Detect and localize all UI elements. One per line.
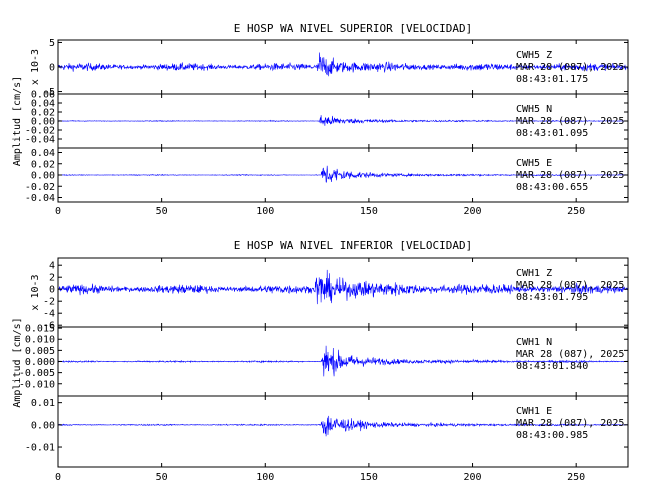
y-tick-label: -2	[43, 297, 55, 308]
x-tick-label: 200	[464, 206, 482, 217]
x-tick-label: 100	[256, 206, 274, 217]
y-tick-label: 0	[49, 63, 55, 74]
y-tick-label: 0.02	[31, 159, 55, 170]
waveform-trace	[57, 345, 629, 377]
y-tick-label: 0.00	[31, 420, 55, 431]
y-tick-label: -0.01	[25, 443, 55, 454]
waveform-trace	[57, 269, 629, 305]
y-tick-label: 0.010	[25, 335, 55, 346]
x-tick-label: 150	[360, 206, 378, 217]
channel-label: CWH1 Z	[516, 268, 552, 279]
y-tick-label: 0.04	[31, 99, 55, 110]
y-tick-label: -0.04	[25, 135, 55, 146]
x-tick-label: 100	[256, 472, 274, 483]
y-tick-label: 0.00	[31, 117, 55, 128]
y-tick-label: -0.02	[25, 126, 55, 137]
time-label: 08:43:01.840	[516, 361, 588, 372]
date-label: MAR 28 (087), 2025	[516, 280, 624, 291]
y-tick-label: -4	[43, 309, 55, 320]
y-tick-label: 0	[49, 285, 55, 296]
channel-label: CWH5 Z	[516, 50, 552, 61]
y-tick-label: 0.005	[25, 346, 55, 357]
channel-label: CWH1 N	[516, 337, 552, 348]
x-tick-label: 250	[567, 472, 585, 483]
channel-label: CWH5 E	[516, 158, 552, 169]
y-tick-label: 5	[49, 38, 55, 49]
x-tick-label: 250	[567, 206, 585, 217]
x-tick-label: 0	[55, 472, 61, 483]
y-tick-label: -0.005	[19, 368, 55, 379]
y-tick-label: 4	[49, 261, 55, 272]
chart-title: E HOSP WA NIVEL SUPERIOR [VELOCIDAD]	[234, 22, 472, 35]
y-axis-label: Amplitud [cm/s]	[12, 76, 23, 166]
x-tick-label: 200	[464, 472, 482, 483]
x-tick-label: 0	[55, 206, 61, 217]
y-tick-label: 0.015	[25, 324, 55, 335]
x-tick-label: 50	[156, 472, 168, 483]
x-tick-label: 150	[360, 472, 378, 483]
scale-note: x 10-3	[30, 274, 41, 310]
waveform-trace	[58, 415, 629, 437]
y-tick-label: -6	[43, 321, 55, 332]
waveform-trace	[57, 115, 629, 126]
y-tick-label: 0.04	[31, 148, 55, 159]
y-tick-label: 0.00	[31, 171, 55, 182]
date-label: MAR 28 (087), 2025	[516, 62, 624, 73]
channel-label: CWH1 E	[516, 406, 552, 417]
time-label: 08:43:01.795	[516, 292, 588, 303]
date-label: MAR 28 (087), 2025	[516, 349, 624, 360]
panel-frame	[57, 395, 629, 468]
y-tick-label: 0.02	[31, 108, 55, 119]
time-label: 08:43:00.655	[516, 182, 588, 193]
date-label: MAR 28 (087), 2025	[516, 170, 624, 181]
chart-lower: E HOSP WA NIVEL INFERIOR [VELOCIDAD] Ampl…	[12, 239, 629, 483]
x-tick-label: 50	[156, 206, 168, 217]
y-tick-label: 0.01	[31, 398, 55, 409]
time-label: 08:43:01.095	[516, 128, 588, 139]
y-tick-label: -0.04	[25, 193, 55, 204]
y-tick-label: 0.06	[31, 90, 55, 101]
channel-label: CWH5 N	[516, 104, 552, 115]
chart-upper: E HOSP WA NIVEL SUPERIOR [VELOCIDAD] Ampl…	[12, 22, 629, 217]
date-label: MAR 28 (087), 2025	[516, 418, 624, 429]
y-tick-label: -0.010	[19, 379, 55, 390]
chart-title: E HOSP WA NIVEL INFERIOR [VELOCIDAD]	[234, 239, 472, 252]
y-tick-label: 2	[49, 273, 55, 284]
time-label: 08:43:00.985	[516, 430, 588, 441]
y-tick-label: 0.000	[25, 357, 55, 368]
y-axis-label: Amplitud [cm/s]	[12, 317, 23, 407]
y-tick-label: -5	[43, 87, 55, 98]
date-label: MAR 28 (087), 2025	[516, 116, 624, 127]
waveform-trace	[58, 165, 629, 183]
scale-note: x 10-3	[30, 49, 41, 85]
time-label: 08:43:01.175	[516, 74, 588, 85]
y-tick-label: -0.02	[25, 182, 55, 193]
waveform-trace	[57, 52, 629, 77]
